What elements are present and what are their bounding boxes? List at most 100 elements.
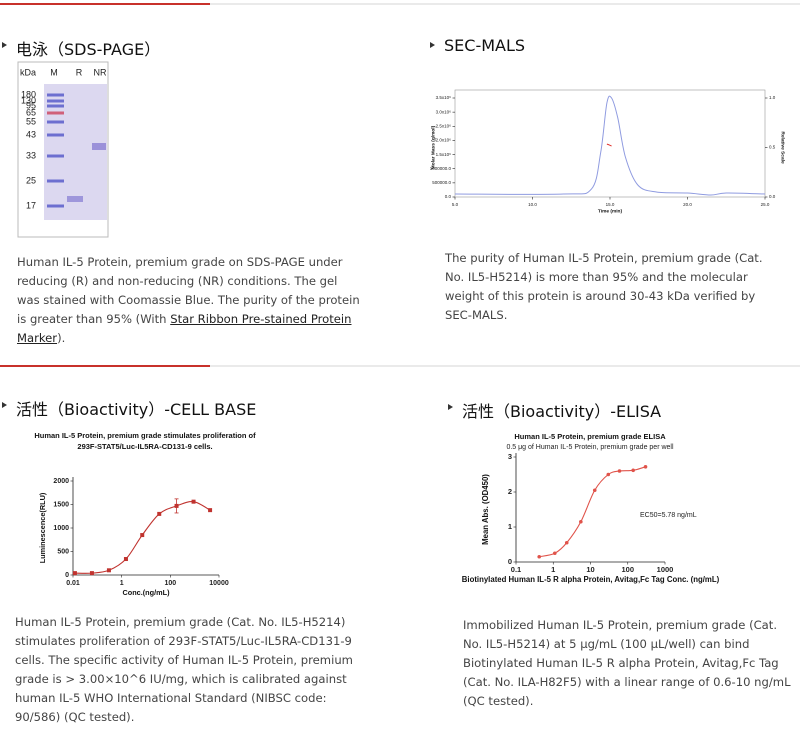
ladder-band — [47, 99, 64, 103]
point — [106, 568, 111, 573]
ladder-band — [47, 120, 64, 124]
y-tick-label: 3.0x10⁶ — [436, 109, 452, 114]
heading: SEC-MALS — [430, 36, 525, 55]
point — [617, 469, 622, 473]
marker-label: 43 — [26, 129, 36, 139]
y-tick-label: 1500 — [53, 501, 69, 508]
ladder-band — [47, 154, 64, 158]
x-tick-label: 1 — [551, 565, 555, 574]
sec-plot-frame — [454, 89, 766, 198]
y-tick-label: 0 — [65, 572, 69, 579]
description: The purity of Human IL-5 Protein, premiu… — [445, 251, 763, 322]
ladder-band — [47, 93, 64, 97]
point — [643, 465, 648, 469]
x-tick-label: 10000 — [209, 580, 229, 587]
marker-label: 95 — [26, 100, 36, 110]
point — [157, 511, 162, 516]
x-axis-label: Conc.(ng/mL) — [122, 588, 170, 597]
x-tick-label: 100 — [164, 580, 176, 587]
marker-label: 33 — [26, 150, 36, 160]
ladder-band — [47, 133, 64, 137]
y-tick-label: 500 — [57, 548, 69, 555]
marker-label: 25 — [26, 175, 36, 185]
point — [564, 540, 569, 545]
marker-label: 180 — [21, 89, 36, 99]
y-axis-label: Molar Mass (g/mol) — [430, 125, 436, 169]
x-tick-label: 100 — [621, 565, 634, 574]
point — [89, 571, 94, 576]
x-tick-label: 1 — [120, 580, 124, 587]
description: Human IL-5 Protein, premium grade on SDS… — [17, 253, 362, 348]
description-text: ). — [57, 331, 66, 345]
point — [631, 468, 635, 473]
trace — [606, 143, 612, 147]
fit-curve — [74, 501, 211, 574]
point — [123, 557, 128, 562]
point — [72, 571, 77, 576]
description: Immobilized Human IL-5 Protein, premium … — [463, 618, 791, 708]
x-tick-label: 5.0 — [452, 202, 459, 207]
point — [174, 503, 179, 508]
point — [592, 488, 597, 493]
trace — [454, 95, 766, 196]
x-tick-label: 10.0 — [528, 202, 537, 207]
chart-title: 293F-STAT5/Luc-IL5RA-CD131-9 cells. — [77, 442, 212, 451]
x-tick-label: 0.01 — [66, 580, 80, 587]
x-tick-label: 20.0 — [683, 202, 692, 207]
y-tick-label: 2 — [508, 487, 512, 496]
y2-axis-label: Relative Scale — [780, 131, 786, 164]
x-axis-label: Biotinylated Human IL-5 R alpha Protein,… — [462, 575, 720, 584]
heading: 活性（Bioactivity）-CELL BASE — [2, 396, 256, 420]
lane-label: M — [50, 67, 58, 77]
point — [537, 554, 542, 559]
y-tick-label: 0.0 — [445, 194, 452, 199]
y-tick-label: 0 — [508, 557, 512, 566]
x-tick-label: 1000 — [657, 565, 674, 574]
lane-label: R — [76, 67, 83, 77]
x-axis-label: Time (min) — [598, 208, 623, 214]
heading: 电泳（SDS-PAGE） — [2, 36, 160, 60]
point — [579, 519, 583, 524]
y-tick-label: 500000.0 — [432, 180, 451, 185]
chart-title: Human IL-5 Protein, premium grade stimul… — [34, 431, 256, 440]
ladder-band — [47, 204, 64, 208]
marker-link[interactable]: Star Ribbon Pre-stained Protein Marker — [17, 312, 352, 345]
y-tick-label: 1000 — [53, 525, 69, 532]
y-tick-label: 2000 — [53, 478, 69, 485]
point — [208, 508, 213, 513]
description-text: Human IL-5 Protein, premium grade on SDS… — [17, 255, 360, 326]
point — [140, 533, 145, 538]
chart-title: Human IL-5 Protein, premium grade ELISA — [514, 432, 666, 441]
y-tick-label: 1000000.0 — [430, 166, 452, 171]
ladder-band — [47, 111, 64, 115]
x-tick-label: 25.0 — [761, 202, 770, 207]
y-tick-label: 3.5x10⁶ — [436, 95, 452, 100]
y2-tick-label: 0.5 — [769, 145, 776, 150]
chart-subtitle: 0.5 μg of Human IL-5 Protein, premium gr… — [506, 444, 674, 451]
y-axis-label: Mean Abs. (OD450) — [481, 474, 490, 545]
lane-label: NR — [94, 67, 107, 77]
annotation: EC50=5.78 ng/mL — [640, 512, 697, 519]
x-tick-label: 15.0 — [606, 202, 615, 207]
point — [552, 551, 557, 556]
x-tick-label: 0.1 — [511, 565, 521, 574]
gel-band-r — [67, 196, 83, 202]
y-tick-label: 3 — [508, 452, 512, 461]
fit-curve — [539, 466, 646, 558]
point — [606, 472, 611, 477]
description: Human IL-5 Protein, premium grade (Cat. … — [15, 615, 353, 724]
heading: 活性（Bioactivity）-ELISA — [448, 398, 661, 422]
marker-label: 65 — [26, 107, 36, 117]
y-tick-label: 1 — [508, 522, 512, 531]
marker-label: 55 — [26, 116, 36, 126]
marker-label: 130 — [21, 95, 36, 105]
marker-label: 17 — [26, 200, 36, 210]
y-tick-label: 1.5x10⁶ — [436, 152, 452, 157]
lane-label: kDa — [20, 67, 36, 77]
y-axis-label: Luminescence(RLU) — [38, 492, 47, 563]
y-tick-label: 2.5x10⁶ — [436, 123, 452, 128]
x-tick-label: 10 — [586, 565, 594, 574]
gel-band-nr — [92, 143, 106, 150]
ladder-band — [47, 179, 64, 183]
